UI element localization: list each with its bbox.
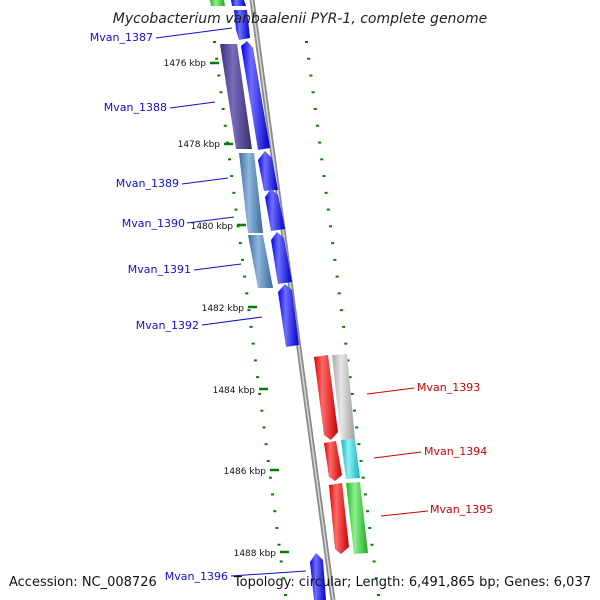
reverse-genes	[314, 355, 349, 554]
gene-arrow-1396[interactable]	[310, 553, 326, 600]
gene-label-1396[interactable]: Mvan_1396	[165, 570, 228, 583]
kbp-tick-label: 1488 kbp	[234, 549, 277, 559]
gene-label-1391[interactable]: Mvan_1391	[128, 263, 191, 276]
gene-arrow-1394[interactable]	[324, 441, 342, 481]
kbp-tick-label: 1486 kbp	[224, 467, 267, 477]
leader-line	[373, 451, 422, 459]
kbp-tick-label: 1476 kbp	[164, 59, 207, 69]
kbp-scale: 1476 kbp 1478 kbp 1480 kbp 1482 kbp 1484…	[164, 59, 289, 559]
gene-arrow-1388[interactable]	[241, 41, 270, 150]
leader-line	[169, 101, 216, 109]
gene-arrow-1386[interactable]	[234, 10, 250, 40]
forward-gene-labels: Mvan_1387 Mvan_1388 Mvan_1389 Mvan_1390 …	[90, 27, 307, 583]
cog-band-reverse	[332, 354, 368, 554]
cog-band-forward	[210, 0, 273, 288]
map-title: Mycobacterium vanbaalenii PYR-1, complet…	[113, 11, 488, 27]
leader-line	[193, 263, 242, 271]
leader-line	[155, 27, 233, 39]
gene-arrow-1391[interactable]	[271, 232, 292, 284]
gene-label-1387[interactable]: Mvan_1387	[90, 31, 153, 44]
kbp-tick-label: 1482 kbp	[202, 304, 245, 314]
cog-block-1390-1391	[248, 235, 273, 288]
cog-block-1393	[332, 354, 355, 440]
accession-text: Accession: NC_008726	[9, 575, 157, 590]
gene-label-1388[interactable]: Mvan_1388	[104, 101, 167, 114]
reverse-gene-labels: Mvan_1393 Mvan_1394 Mvan_1395	[366, 381, 493, 517]
forward-genes	[231, 0, 326, 600]
gene-arrow-1393[interactable]	[314, 355, 338, 440]
leader-line	[380, 510, 429, 517]
leader-line	[230, 570, 307, 577]
gene-label-1392[interactable]: Mvan_1392	[136, 319, 199, 332]
gene-label-1389[interactable]: Mvan_1389	[116, 177, 179, 190]
gene-label-1394[interactable]: Mvan_1394	[424, 445, 487, 458]
cog-block-1388	[220, 44, 252, 149]
leader-line	[201, 316, 263, 326]
gene-label-1393[interactable]: Mvan_1393	[417, 381, 480, 394]
kbp-tick-label: 1480 kbp	[191, 222, 234, 232]
gene-arrow-1395[interactable]	[329, 483, 349, 554]
kbp-tick-label: 1484 kbp	[213, 386, 256, 396]
topology-text: Topology: circular; Length: 6,491,865 bp…	[233, 575, 591, 590]
gene-arrow-1387[interactable]	[231, 0, 246, 6]
cog-block-1395	[346, 482, 368, 554]
gene-arrow-1389[interactable]	[258, 151, 278, 191]
leader-line	[181, 177, 229, 185]
gene-label-1390[interactable]: Mvan_1390	[122, 217, 185, 230]
gene-label-1395[interactable]: Mvan_1395	[430, 503, 493, 516]
tick-track-inner	[213, 41, 287, 596]
kbp-tick-label: 1478 kbp	[178, 140, 221, 150]
leader-line	[186, 216, 235, 224]
gene-arrow-1390[interactable]	[265, 189, 285, 231]
cog-block-1387	[210, 0, 225, 6]
cog-block-1394	[341, 439, 360, 479]
cog-block-1389	[239, 153, 263, 233]
leader-line	[366, 387, 415, 395]
gene-arrow-1392[interactable]	[278, 284, 299, 347]
